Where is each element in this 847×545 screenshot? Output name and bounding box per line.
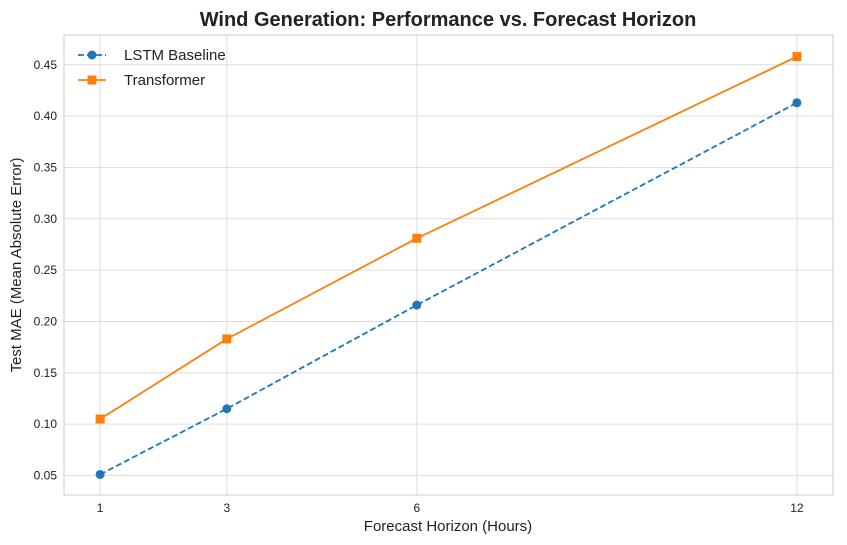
legend-label: LSTM Baseline bbox=[124, 47, 226, 64]
data-point bbox=[412, 233, 422, 243]
legend-marker bbox=[87, 75, 97, 85]
x-tick-label: 6 bbox=[413, 501, 420, 515]
data-point bbox=[792, 52, 802, 62]
x-axis-label: Forecast Horizon (Hours) bbox=[364, 518, 532, 535]
y-tick-label: 0.05 bbox=[34, 468, 58, 482]
plot-frame bbox=[63, 34, 834, 496]
data-point bbox=[792, 98, 802, 108]
legend-label: Transformer bbox=[124, 72, 205, 89]
legend: LSTM Baseline Transformer bbox=[78, 47, 226, 89]
series-line-lstm-baseline bbox=[99, 101, 798, 476]
data-point bbox=[95, 469, 105, 479]
y-tick-label: 0.25 bbox=[34, 263, 58, 277]
y-tick-label: 0.30 bbox=[34, 212, 58, 226]
y-tick-label: 0.10 bbox=[34, 417, 58, 431]
data-point bbox=[95, 414, 105, 424]
chart-title: Wind Generation: Performance vs. Forecas… bbox=[200, 9, 697, 31]
y-tick-label: 0.45 bbox=[34, 58, 58, 72]
series-group bbox=[95, 52, 802, 479]
y-tick-label: 0.20 bbox=[34, 314, 58, 328]
y-tick-label: 0.35 bbox=[34, 160, 58, 174]
x-tick-label: 12 bbox=[790, 501, 804, 515]
y-tick-label: 0.40 bbox=[34, 109, 58, 123]
y-axis-label: Test MAE (Mean Absolute Error) bbox=[8, 157, 25, 372]
legend-marker bbox=[87, 50, 97, 60]
data-point bbox=[222, 404, 232, 414]
x-axis-ticks: 1 3 6 12 bbox=[97, 501, 804, 515]
data-point bbox=[412, 300, 422, 310]
y-tick-label: 0.15 bbox=[34, 366, 58, 380]
grid bbox=[64, 35, 833, 495]
y-axis-ticks: 0.05 0.10 0.15 0.20 0.25 0.30 0.35 0.40 0.45 bbox=[34, 58, 58, 483]
series-line-transformer bbox=[99, 55, 798, 420]
x-tick-label: 1 bbox=[97, 501, 104, 515]
x-tick-label: 3 bbox=[223, 501, 230, 515]
data-point bbox=[222, 334, 232, 344]
